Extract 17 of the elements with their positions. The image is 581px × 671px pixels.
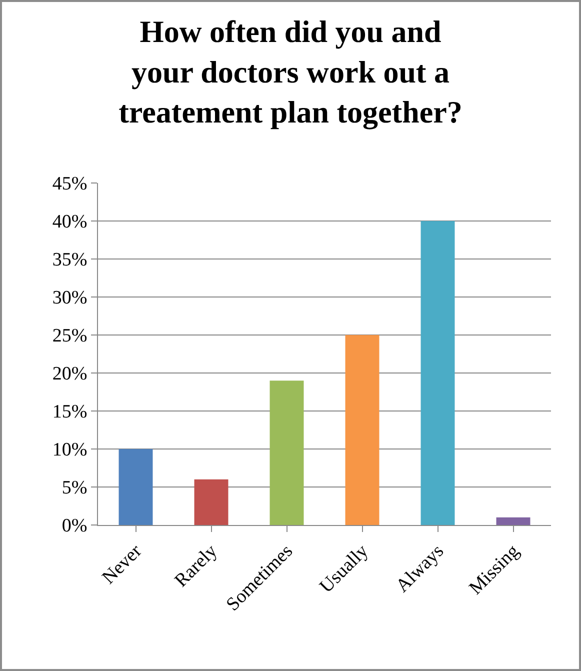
bar: [345, 335, 380, 525]
bar: [194, 479, 228, 525]
bar: [118, 449, 153, 525]
y-tick-label: 40%: [52, 212, 88, 233]
bar: [496, 517, 530, 525]
bar: [420, 221, 455, 525]
y-tick-label: 10%: [52, 440, 88, 461]
y-tick-label: 30%: [52, 288, 88, 309]
y-tick-label: 15%: [52, 402, 88, 423]
y-tick-label: 45%: [52, 174, 88, 195]
y-tick-label: 5%: [62, 478, 88, 499]
y-tick-label: 0%: [62, 516, 88, 537]
bar: [270, 380, 304, 525]
chart-title: How often did you and your doctors work out a treatement plan together?: [118, 14, 462, 130]
y-tick-label: 35%: [52, 250, 88, 271]
y-tick-label: 20%: [52, 364, 88, 385]
y-tick-label: 25%: [52, 326, 88, 347]
